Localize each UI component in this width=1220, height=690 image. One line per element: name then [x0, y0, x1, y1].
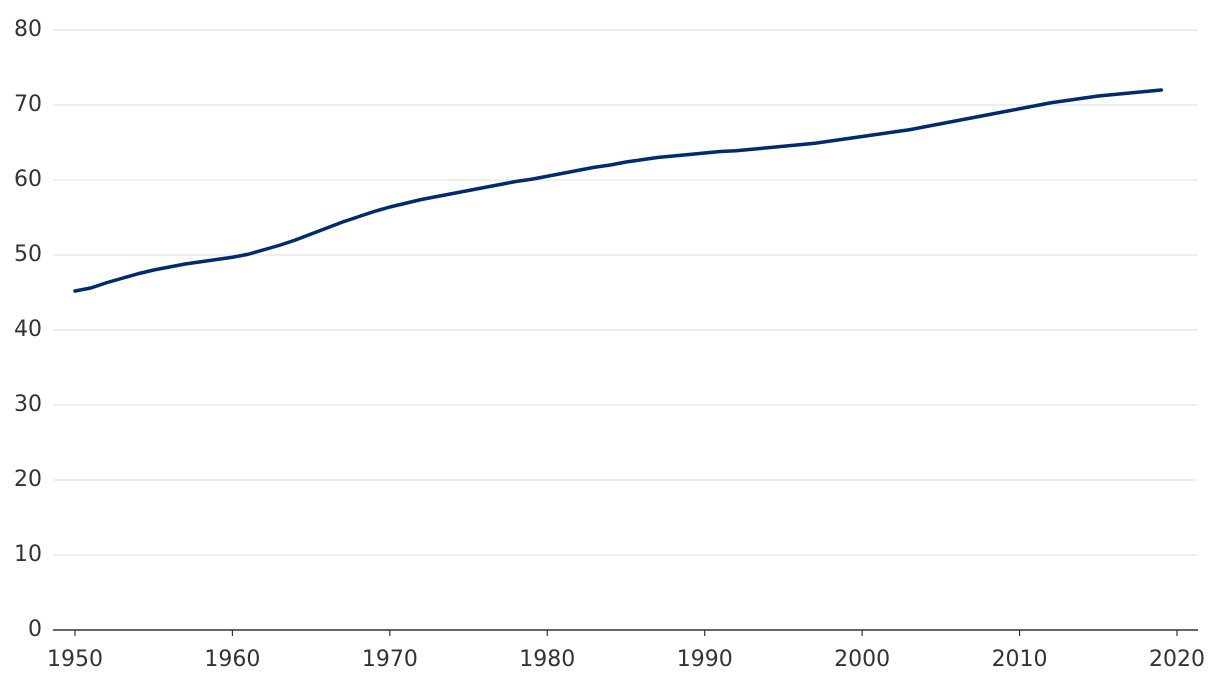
y-tick-label: 30 [14, 392, 42, 417]
y-tick-label: 50 [14, 242, 42, 267]
x-tick-label: 1990 [677, 647, 733, 672]
y-tick-label: 10 [14, 542, 42, 567]
x-tick-label: 2020 [1149, 647, 1205, 672]
x-tick-label: 1980 [519, 647, 575, 672]
y-tick-label: 70 [14, 92, 42, 117]
y-tick-label: 0 [28, 617, 42, 642]
x-tick-label: 1960 [204, 647, 260, 672]
x-tick-label: 2000 [834, 647, 890, 672]
y-tick-label: 80 [14, 17, 42, 42]
y-tick-label: 20 [14, 467, 42, 492]
x-tick-label: 1970 [362, 647, 418, 672]
y-tick-label: 60 [14, 167, 42, 192]
y-tick-label: 40 [14, 317, 42, 342]
x-tick-label: 2010 [992, 647, 1048, 672]
line [73, 88, 1164, 293]
x-tick-label: 1950 [47, 647, 103, 672]
